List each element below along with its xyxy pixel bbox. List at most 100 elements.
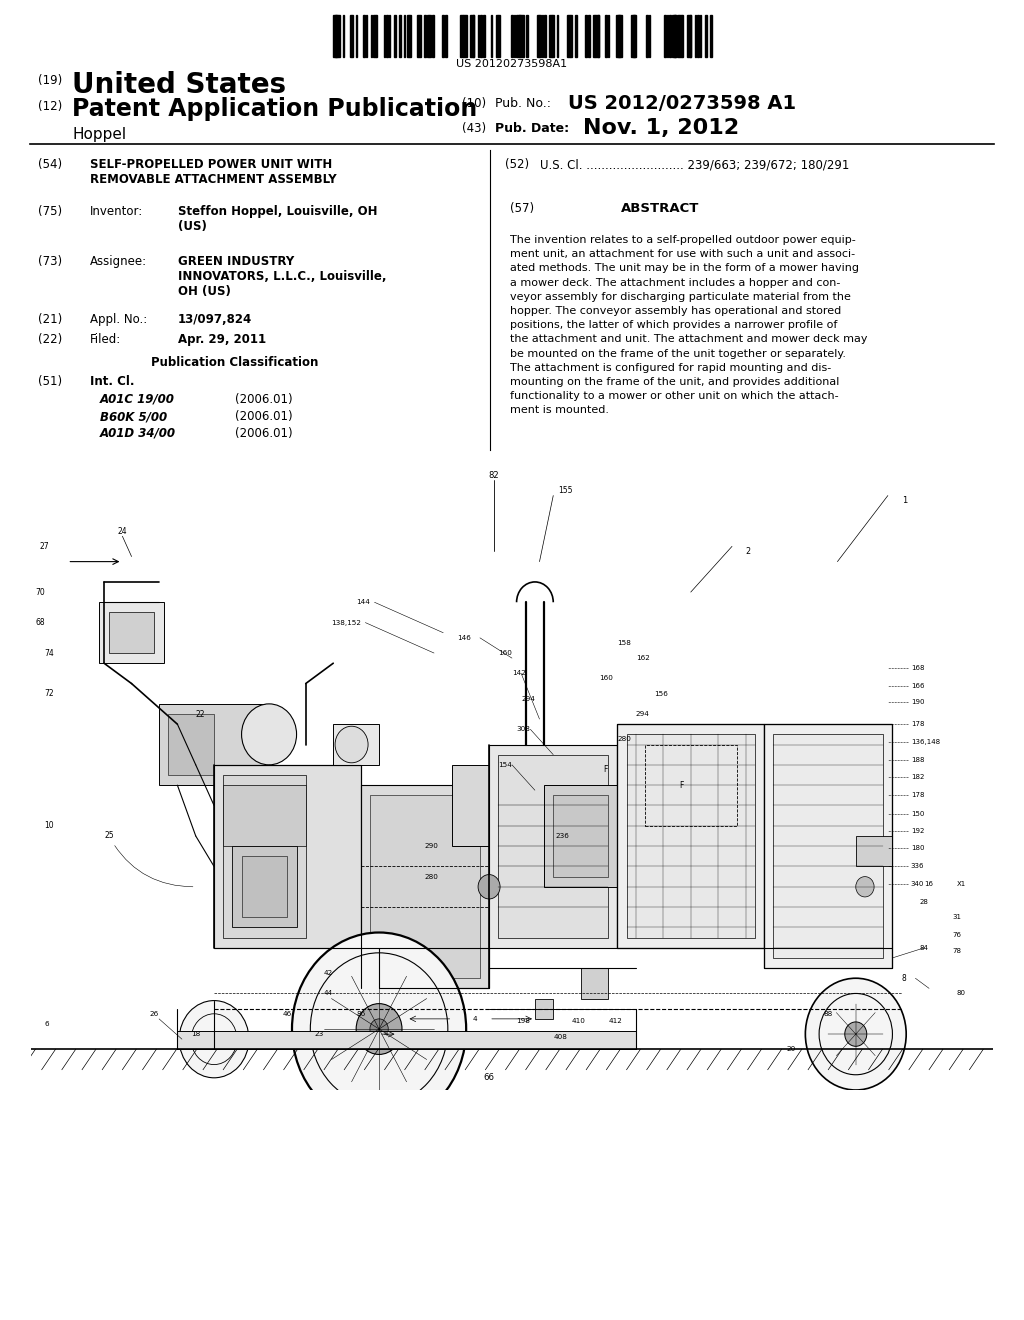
Bar	[677, 15, 679, 57]
Bar	[489, 744, 617, 948]
Text: 8: 8	[901, 974, 906, 982]
Text: REMOVABLE ATTACHMENT ASSEMBLY: REMOVABLE ATTACHMENT ASSEMBLY	[90, 173, 337, 186]
Bar	[427, 15, 429, 57]
Text: 1: 1	[901, 496, 907, 506]
Bar	[705, 15, 708, 57]
Bar	[442, 15, 443, 57]
Bar	[569, 15, 572, 57]
Text: 84: 84	[920, 945, 929, 950]
Text: A01C 19/00: A01C 19/00	[100, 393, 175, 407]
Bar	[679, 15, 682, 57]
Text: a mower deck. The attachment includes a hopper and con-: a mower deck. The attachment includes a …	[510, 277, 841, 288]
Text: Publication Classification: Publication Classification	[152, 356, 318, 370]
Text: 42: 42	[324, 970, 334, 977]
Bar	[552, 15, 554, 57]
Bar	[535, 998, 553, 1019]
Bar	[542, 15, 543, 57]
Text: OH (US): OH (US)	[178, 285, 230, 298]
Bar	[598, 15, 599, 57]
Bar	[159, 704, 269, 785]
Text: 150: 150	[910, 810, 924, 817]
Bar	[537, 15, 539, 57]
Text: (19): (19)	[38, 74, 62, 87]
Bar	[453, 764, 489, 846]
Text: 72: 72	[44, 689, 54, 698]
Text: (22): (22)	[38, 333, 62, 346]
Text: 88: 88	[823, 1011, 833, 1016]
Text: 155: 155	[558, 486, 572, 495]
Bar	[553, 796, 608, 876]
Bar	[645, 744, 736, 826]
Text: 23: 23	[315, 1031, 325, 1038]
Bar	[499, 755, 608, 937]
Bar	[605, 15, 607, 57]
Text: 28: 28	[920, 899, 929, 906]
Text: 294: 294	[521, 696, 536, 702]
Bar	[343, 15, 344, 57]
Text: ABSTRACT: ABSTRACT	[621, 202, 699, 215]
Bar	[689, 15, 691, 57]
Text: F: F	[604, 766, 608, 775]
Bar	[232, 846, 297, 928]
Bar	[366, 15, 368, 57]
Text: the attachment and unit. The attachment and mower deck may: the attachment and unit. The attachment …	[510, 334, 867, 345]
Text: Apr. 29, 2011: Apr. 29, 2011	[178, 333, 266, 346]
Text: 4: 4	[384, 1031, 388, 1038]
Text: ment is mounted.: ment is mounted.	[510, 405, 609, 416]
Text: ment unit, an attachment for use with such a unit and associ-: ment unit, an attachment for use with su…	[510, 249, 855, 259]
Bar	[350, 15, 353, 57]
Text: 340: 340	[910, 880, 924, 887]
Text: Steffon Hoppel, Louisville, OH: Steffon Hoppel, Louisville, OH	[178, 205, 378, 218]
Text: (54): (54)	[38, 158, 62, 172]
Bar	[593, 15, 595, 57]
Bar	[665, 15, 666, 57]
Text: (2006.01): (2006.01)	[234, 411, 293, 422]
Bar	[764, 725, 893, 968]
Circle shape	[292, 932, 466, 1126]
Bar	[581, 968, 608, 998]
Text: Hoppel: Hoppel	[72, 127, 126, 143]
Bar	[214, 764, 360, 948]
Text: 336: 336	[910, 863, 925, 870]
Bar	[516, 15, 520, 57]
Text: (52): (52)	[505, 158, 529, 172]
Text: X1: X1	[956, 880, 966, 887]
Text: 142: 142	[512, 671, 526, 676]
Text: 180: 180	[910, 845, 925, 851]
Bar	[370, 796, 480, 978]
Text: 162: 162	[636, 655, 649, 661]
Bar	[177, 1031, 636, 1049]
Bar	[463, 15, 467, 57]
Bar	[496, 15, 499, 57]
Text: Nov. 1, 2012: Nov. 1, 2012	[583, 117, 739, 139]
Text: 198: 198	[516, 1018, 530, 1024]
Bar	[682, 15, 683, 57]
Bar	[429, 15, 431, 57]
Bar	[394, 15, 396, 57]
Text: 168: 168	[910, 665, 925, 672]
Text: 76: 76	[952, 932, 962, 937]
Text: 78: 78	[952, 948, 962, 954]
Text: 178: 178	[910, 721, 925, 727]
Text: 192: 192	[910, 828, 924, 834]
Text: Patent Application Publication: Patent Application Publication	[72, 96, 477, 121]
Bar	[670, 15, 671, 57]
Bar	[384, 15, 385, 57]
Text: Pub. No.:: Pub. No.:	[495, 96, 551, 110]
Bar	[168, 714, 214, 775]
Circle shape	[856, 876, 874, 896]
Bar	[376, 15, 378, 57]
Bar	[687, 15, 691, 57]
Text: Filed:: Filed:	[90, 333, 121, 346]
Bar	[764, 725, 893, 968]
Bar	[364, 15, 365, 57]
Bar	[432, 15, 433, 57]
Text: (12): (12)	[38, 100, 62, 114]
Text: INNOVATORS, L.L.C., Louisville,: INNOVATORS, L.L.C., Louisville,	[178, 271, 386, 282]
Bar	[539, 15, 541, 57]
Text: 158: 158	[617, 640, 632, 645]
Bar	[374, 15, 376, 57]
Bar	[490, 15, 493, 57]
Bar	[483, 15, 484, 57]
Bar	[773, 734, 884, 958]
